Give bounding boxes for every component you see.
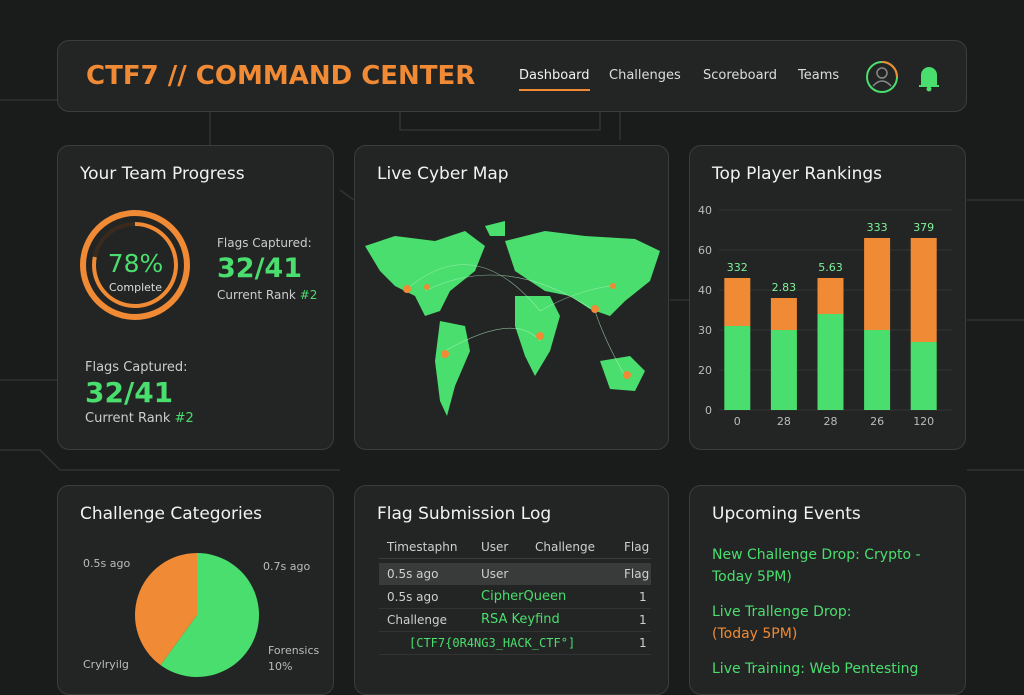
flags-count: 32/41 bbox=[217, 253, 303, 284]
log-cell: Challenge bbox=[387, 613, 447, 627]
bar-segment bbox=[724, 326, 751, 410]
x-tick-label: 120 bbox=[913, 415, 934, 428]
pie-annotation: 0.7s ago bbox=[263, 560, 310, 573]
log-cell: 0.5s ago bbox=[387, 590, 439, 604]
nav-tab[interactable]: Challenges bbox=[609, 68, 681, 83]
bar-segment bbox=[864, 330, 891, 410]
y-tick-label: 20 bbox=[698, 364, 712, 377]
progress-percent: 78% bbox=[107, 249, 164, 278]
log-row[interactable]: 0.5s ago User Flag bbox=[379, 563, 651, 585]
panel-title: Flag Submission Log bbox=[377, 504, 552, 524]
rankings-panel: Top Player Rankings 0 20 30 40 60 40 332 0 2.83 2… bbox=[689, 145, 966, 450]
bar-annotation: 2.83 bbox=[772, 281, 797, 294]
panel-title: Upcoming Events bbox=[712, 504, 861, 524]
progress-caption: Complete bbox=[108, 281, 162, 294]
bar-segment bbox=[770, 330, 797, 410]
bar-segment bbox=[770, 298, 797, 330]
x-tick-label: 0 bbox=[734, 415, 741, 428]
header-icons[interactable] bbox=[863, 58, 943, 96]
bar-segment bbox=[910, 238, 937, 342]
event-title[interactable]: Live Trallenge Drop: bbox=[712, 604, 852, 620]
categories-chart: 0.5s ago 0.7s ago Forensics 10% Crylryilg bbox=[83, 553, 320, 677]
log-row[interactable]: Challenge RSA Keyfind 1 bbox=[379, 609, 651, 632]
panel-title: Top Player Rankings bbox=[712, 164, 883, 184]
event-time: Today 5PM) bbox=[712, 569, 792, 585]
rankings-chart: 0 20 30 40 60 40 332 0 2.83 28 5.63 28 333 26 379 120 bbox=[698, 204, 952, 428]
log-cell: [CTF7{0R4NG3_HACK_CTF°] bbox=[409, 636, 576, 650]
event-time: (Today 5PM) bbox=[712, 626, 798, 642]
progress-ring bbox=[80, 210, 190, 320]
bar-segment bbox=[724, 278, 751, 326]
event-title[interactable]: New Challenge Drop: Crypto - bbox=[712, 547, 921, 563]
log-cell: User bbox=[481, 567, 509, 581]
app-title: CTF7 // COMMAND CENTER bbox=[86, 61, 476, 91]
column-header: User bbox=[481, 540, 509, 554]
pie-slice bbox=[160, 553, 259, 677]
pie-annotation: 0.5s ago bbox=[83, 557, 130, 570]
y-tick-label: 40 bbox=[698, 204, 712, 217]
x-tick-label: 28 bbox=[824, 415, 838, 428]
event-title[interactable]: Live Training: Web Pentesting bbox=[712, 661, 919, 677]
pie-annotation: Crylryilg bbox=[83, 658, 129, 671]
panel-title: Live Cyber Map bbox=[377, 164, 509, 184]
categories-panel: Challenge Categories 0.5s ago 0.7s ago For… bbox=[57, 485, 334, 695]
bar-annotation: 379 bbox=[913, 221, 934, 234]
cyber-map-panel: Live Cyber Map bbox=[354, 145, 669, 450]
nav-tab[interactable]: Scoreboard bbox=[703, 68, 777, 83]
log-row[interactable]: 0.5s ago CipherQueen 1 bbox=[379, 586, 651, 609]
x-tick-label: 26 bbox=[870, 415, 884, 428]
bar-annotation: 332 bbox=[727, 261, 748, 274]
log-cell: 1 bbox=[639, 590, 647, 604]
panel-title: Challenge Categories bbox=[80, 504, 263, 524]
bar-segment bbox=[864, 238, 891, 330]
progress-arc bbox=[92, 222, 178, 308]
bar-segment bbox=[817, 314, 844, 410]
log-cell: RSA Keyfind bbox=[481, 612, 560, 627]
nav-tab[interactable]: Dashboard bbox=[519, 68, 590, 91]
header-bar: CTF7 // COMMAND CENTER Dashboard Challen… bbox=[57, 40, 967, 112]
flags-label: Flags Captured: bbox=[217, 236, 312, 250]
rank-value: #2 bbox=[174, 411, 194, 426]
y-tick-label: 0 bbox=[705, 404, 712, 417]
y-tick-label: 40 bbox=[698, 284, 712, 297]
flags-count: 32/41 bbox=[85, 376, 174, 409]
world-map bbox=[365, 221, 660, 416]
nav-tab[interactable]: Teams bbox=[798, 68, 840, 83]
pie-annotation: 10% bbox=[268, 660, 292, 673]
events-panel: Upcoming Events New Challenge Drop: Cryp… bbox=[689, 485, 966, 695]
bar-annotation: 333 bbox=[867, 221, 888, 234]
log-cell: 1 bbox=[639, 636, 647, 650]
x-tick-label: 28 bbox=[777, 415, 791, 428]
column-header: Timestaphn bbox=[387, 540, 458, 554]
team-progress-panel: Your Team Progress 78% Complete Flags Ca… bbox=[57, 145, 334, 450]
rank-label: Current Rank bbox=[85, 411, 171, 426]
log-cell: 1 bbox=[639, 613, 647, 627]
log-cell: Flag bbox=[624, 567, 650, 581]
bar-segment bbox=[910, 342, 937, 410]
y-tick-label: 60 bbox=[698, 244, 712, 257]
pie-slice bbox=[135, 553, 197, 666]
panel-title: Your Team Progress bbox=[80, 164, 245, 184]
rank-value: #2 bbox=[299, 288, 318, 302]
pie-annotation: Forensics bbox=[268, 644, 320, 657]
bar-segment bbox=[817, 278, 844, 314]
log-panel: Flag Submission Log Timestaphn User Chal… bbox=[354, 485, 669, 695]
log-row[interactable]: [CTF7{0R4NG3_HACK_CTF°] 1 bbox=[379, 632, 651, 655]
flags-label: Flags Captured: bbox=[85, 360, 188, 375]
bar-annotation: 5.63 bbox=[818, 261, 843, 274]
column-header: Flag bbox=[624, 540, 650, 554]
column-header: Challenge bbox=[535, 540, 595, 554]
y-tick-label: 30 bbox=[698, 324, 712, 337]
log-cell: CipherQueen bbox=[481, 589, 567, 604]
log-header: Timestaphn User Challenge Flag bbox=[379, 536, 651, 559]
log-cell: 0.5s ago bbox=[387, 567, 439, 581]
rank-label: Current Rank bbox=[217, 288, 296, 302]
